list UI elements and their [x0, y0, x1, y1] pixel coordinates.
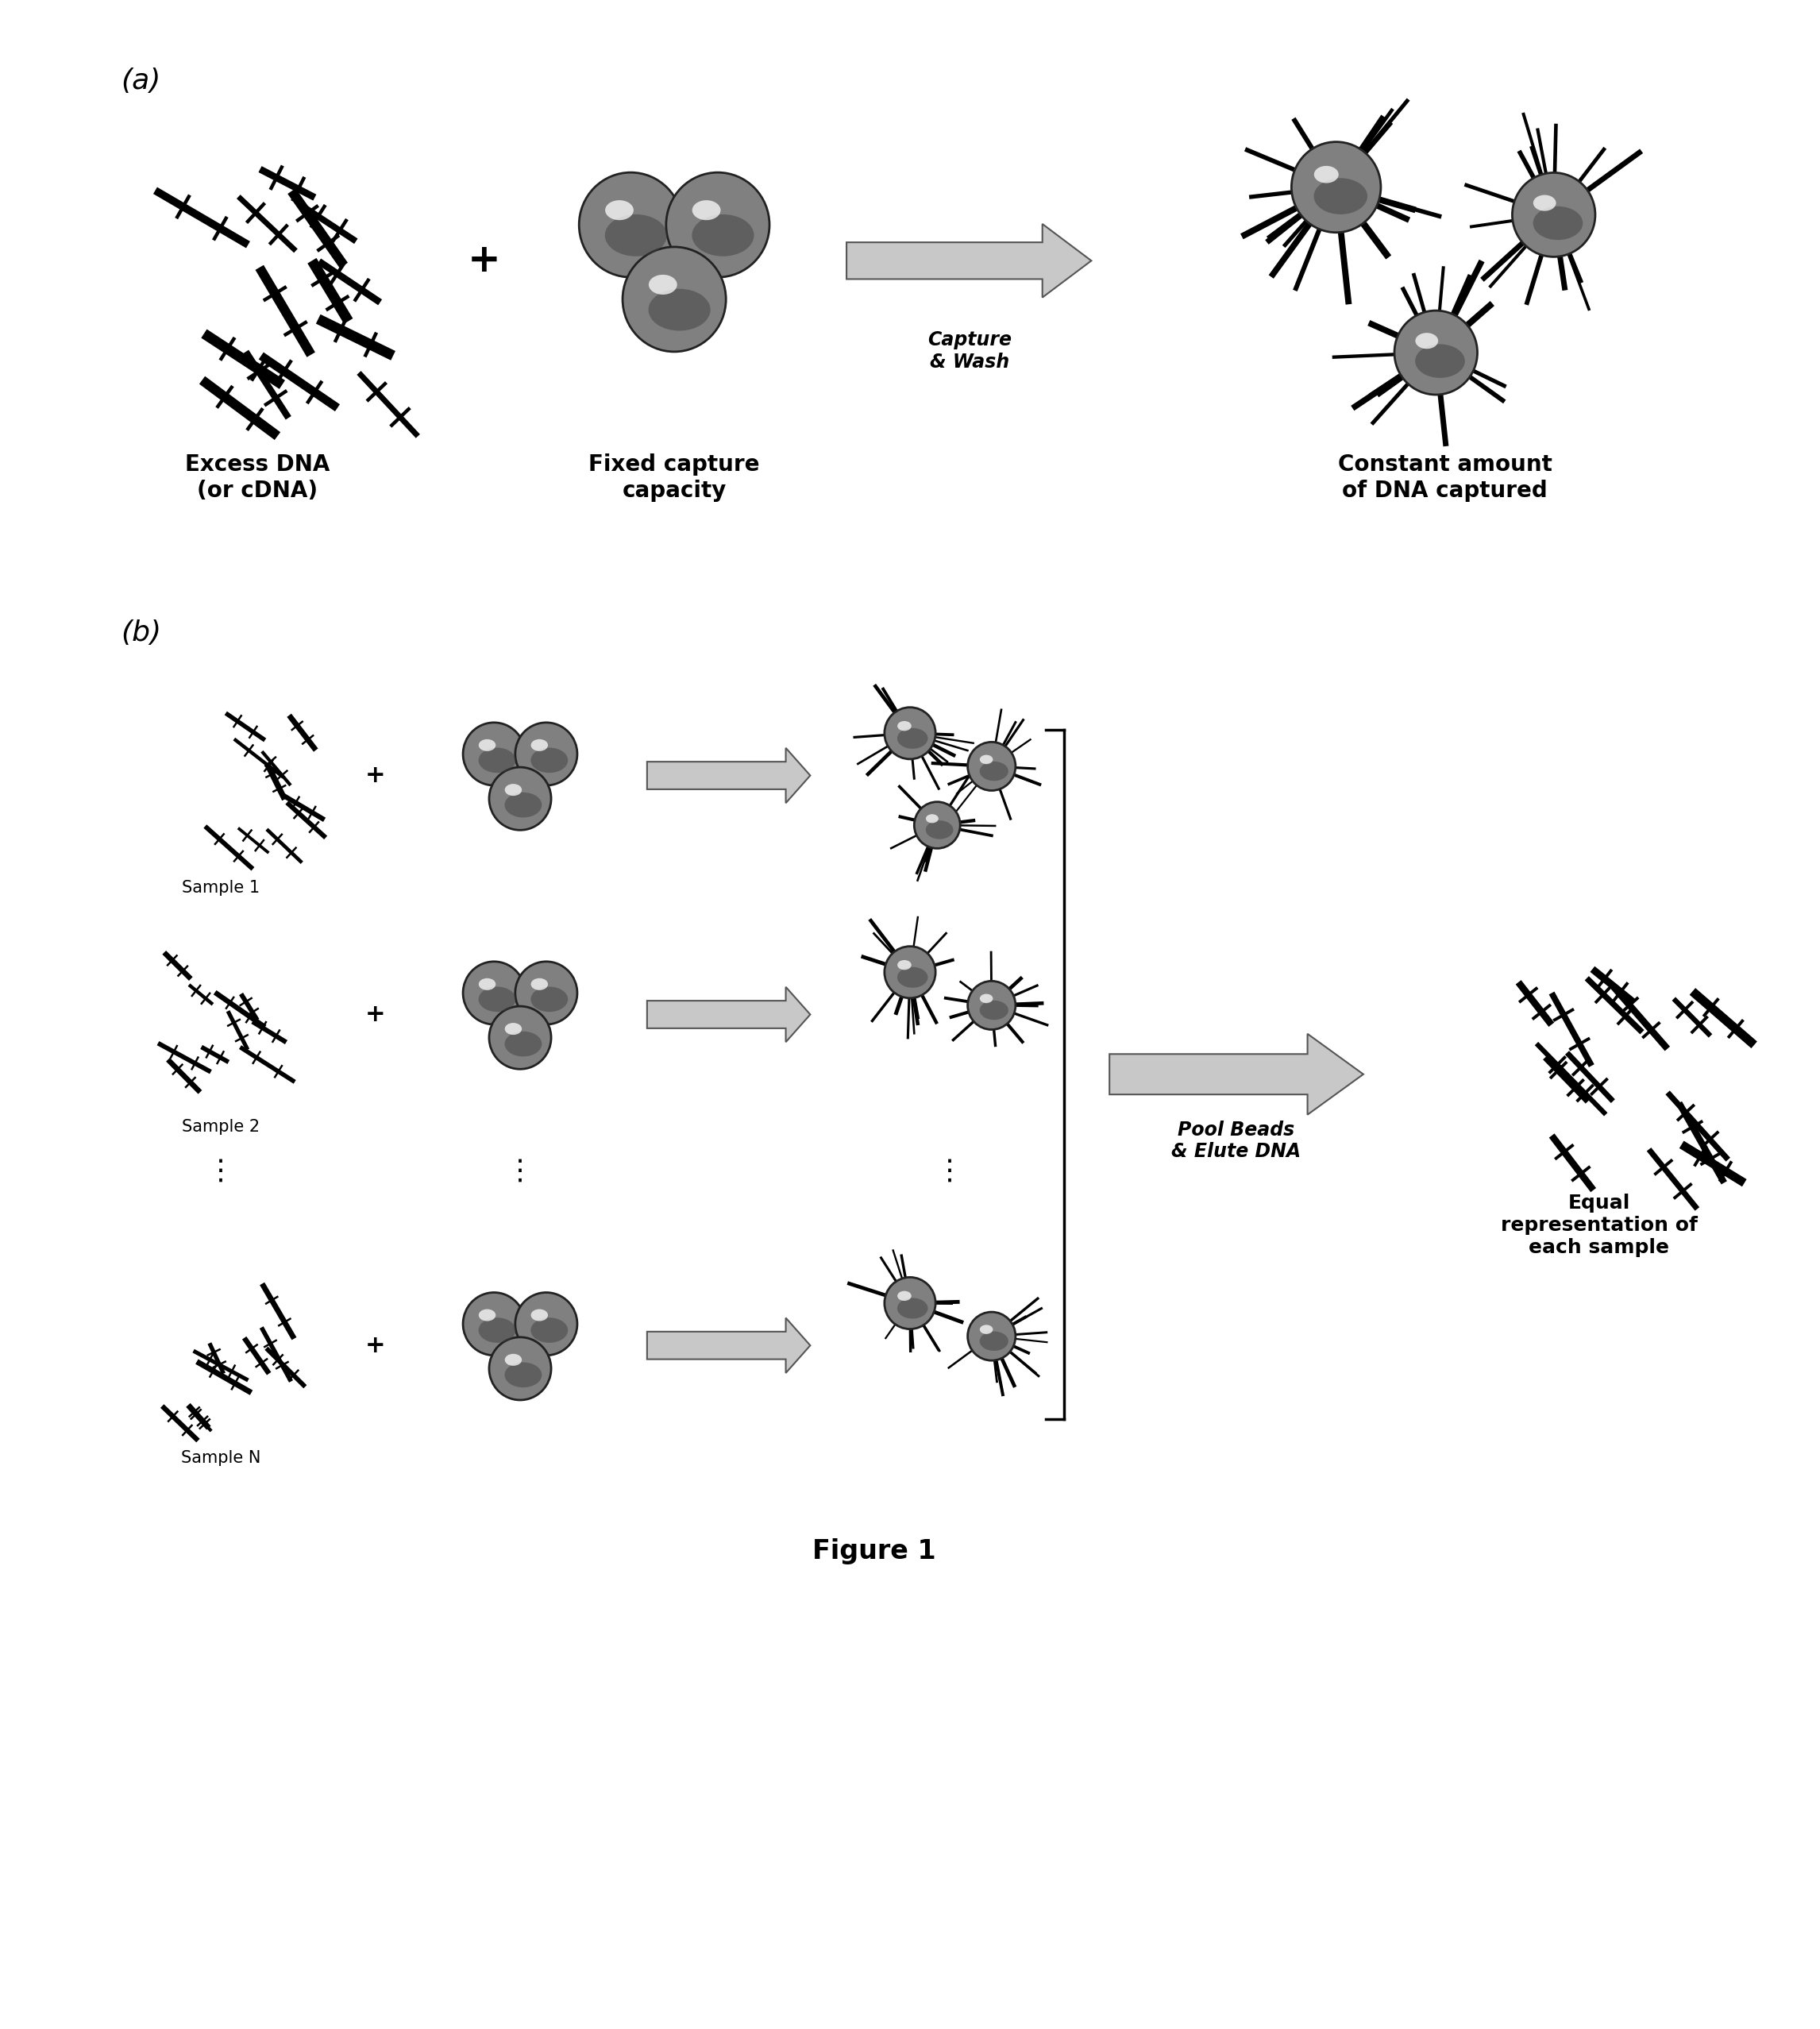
Ellipse shape: [926, 814, 939, 824]
Text: Fixed capture
capacity: Fixed capture capacity: [588, 454, 759, 501]
Ellipse shape: [504, 1353, 522, 1366]
Ellipse shape: [979, 755, 994, 765]
Ellipse shape: [504, 793, 542, 818]
Polygon shape: [846, 223, 1092, 298]
Ellipse shape: [1416, 345, 1465, 377]
Text: +: +: [364, 1002, 386, 1027]
Circle shape: [622, 248, 726, 351]
Circle shape: [968, 743, 1016, 791]
Ellipse shape: [692, 201, 721, 219]
Ellipse shape: [648, 288, 710, 331]
Text: Sample 1: Sample 1: [182, 881, 260, 897]
Ellipse shape: [479, 986, 515, 1012]
Ellipse shape: [979, 994, 994, 1002]
Ellipse shape: [531, 978, 548, 990]
Ellipse shape: [648, 274, 677, 294]
Text: +: +: [468, 241, 501, 280]
Circle shape: [666, 172, 770, 278]
Text: Capture
& Wash: Capture & Wash: [928, 331, 1012, 371]
Polygon shape: [1110, 1035, 1363, 1114]
Text: ⋮: ⋮: [935, 1157, 965, 1185]
Ellipse shape: [504, 1361, 542, 1388]
Ellipse shape: [531, 749, 568, 773]
Circle shape: [885, 1278, 935, 1329]
Ellipse shape: [979, 1000, 1008, 1021]
Ellipse shape: [531, 739, 548, 751]
Ellipse shape: [979, 1325, 994, 1333]
Ellipse shape: [531, 1309, 548, 1321]
Ellipse shape: [897, 728, 928, 749]
Ellipse shape: [531, 1317, 568, 1343]
Circle shape: [490, 1006, 551, 1069]
Circle shape: [490, 767, 551, 830]
Ellipse shape: [979, 761, 1008, 781]
Circle shape: [968, 1313, 1016, 1361]
Ellipse shape: [1532, 207, 1583, 239]
Ellipse shape: [531, 986, 568, 1012]
Ellipse shape: [897, 720, 912, 730]
Circle shape: [462, 1292, 524, 1355]
Ellipse shape: [979, 1331, 1008, 1351]
Text: Equal
representation of
each sample: Equal representation of each sample: [1501, 1193, 1698, 1258]
Text: Sample N: Sample N: [180, 1451, 260, 1467]
Text: ⋮: ⋮: [207, 1157, 235, 1185]
Ellipse shape: [479, 1309, 495, 1321]
Polygon shape: [648, 986, 810, 1043]
Circle shape: [515, 962, 577, 1025]
Ellipse shape: [692, 215, 753, 256]
Ellipse shape: [504, 783, 522, 795]
Ellipse shape: [897, 1299, 928, 1319]
Circle shape: [1394, 310, 1478, 396]
Circle shape: [914, 801, 961, 848]
Ellipse shape: [604, 215, 666, 256]
Ellipse shape: [504, 1031, 542, 1057]
Ellipse shape: [897, 960, 912, 970]
Polygon shape: [648, 1319, 810, 1374]
Circle shape: [462, 962, 524, 1025]
Circle shape: [1512, 172, 1596, 258]
Ellipse shape: [897, 1290, 912, 1301]
Text: +: +: [364, 765, 386, 787]
Circle shape: [515, 1292, 577, 1355]
Text: Excess DNA
(or cDNA): Excess DNA (or cDNA): [186, 454, 329, 501]
Text: (b): (b): [122, 619, 162, 645]
Circle shape: [885, 946, 935, 998]
Circle shape: [968, 982, 1016, 1029]
Ellipse shape: [1314, 179, 1367, 215]
Ellipse shape: [479, 978, 495, 990]
Ellipse shape: [479, 749, 515, 773]
Ellipse shape: [479, 1317, 515, 1343]
Ellipse shape: [606, 201, 633, 219]
Ellipse shape: [897, 968, 928, 988]
Ellipse shape: [1314, 166, 1338, 183]
Text: ⋮: ⋮: [506, 1157, 535, 1185]
Circle shape: [490, 1337, 551, 1400]
Ellipse shape: [479, 739, 495, 751]
Text: Constant amount
of DNA captured: Constant amount of DNA captured: [1338, 454, 1552, 501]
Ellipse shape: [1416, 333, 1438, 349]
Ellipse shape: [504, 1023, 522, 1035]
Ellipse shape: [1532, 195, 1556, 211]
Circle shape: [515, 722, 577, 785]
Circle shape: [885, 708, 935, 759]
Text: (a): (a): [122, 67, 162, 95]
Circle shape: [462, 722, 524, 785]
Text: +: +: [364, 1333, 386, 1357]
Polygon shape: [648, 749, 810, 803]
Text: Figure 1: Figure 1: [812, 1538, 935, 1564]
Ellipse shape: [926, 820, 954, 840]
Text: Sample 2: Sample 2: [182, 1120, 260, 1134]
Text: Pool Beads
& Elute DNA: Pool Beads & Elute DNA: [1172, 1120, 1301, 1161]
Circle shape: [579, 172, 682, 278]
Circle shape: [1292, 142, 1381, 233]
